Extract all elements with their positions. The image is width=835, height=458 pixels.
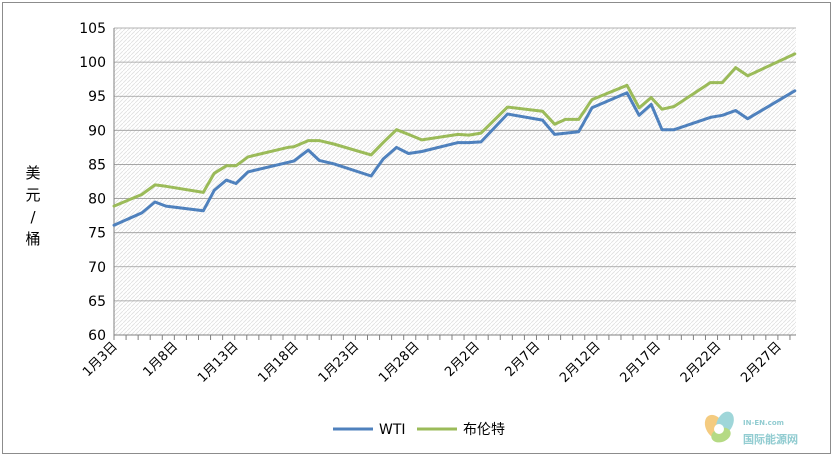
axes xyxy=(113,28,796,340)
y-tick-label: 60 xyxy=(88,328,106,344)
x-tick-labels: 1月3日 1月8日 1月13日 1月18日 1月23日 1月28日 2月2日 2月7日 2月12… xyxy=(80,339,785,386)
leaf-logo-icon xyxy=(704,411,734,443)
line-chart: 60 65 70 75 80 85 90 95 100 105 1月3日 1月8日 1月13日 1月18… xyxy=(25,21,798,446)
y-axis-label: 美元/桶 xyxy=(25,164,40,248)
x-tick-label: 1月28日 xyxy=(376,339,423,386)
y-tick-label: 105 xyxy=(79,21,106,37)
x-tick-label: 2月12日 xyxy=(557,339,604,386)
x-tick-label: 2月27日 xyxy=(738,339,785,386)
watermark-domain: IN-EN.com xyxy=(743,419,784,427)
legend-label-wti: WTI xyxy=(379,422,406,438)
y-tick-label: 95 xyxy=(88,89,106,105)
series-line-wti xyxy=(112,89,797,227)
legend: WTI 布伦特 xyxy=(333,422,505,438)
plot-area xyxy=(114,28,796,335)
watermark-logo: IN-EN.com 国际能源网 xyxy=(704,411,798,446)
series-line-brent xyxy=(112,52,797,208)
y-tick-label: 90 xyxy=(88,123,106,139)
x-tick-label: 1月3日 xyxy=(80,339,121,380)
x-tick-label: 1月13日 xyxy=(195,339,242,386)
x-tick-label: 2月7日 xyxy=(503,339,544,380)
y-tick-label: 75 xyxy=(88,226,106,242)
x-tick-label: 2月2日 xyxy=(442,339,483,380)
x-tick-label: 1月8日 xyxy=(140,339,181,380)
x-tick-label: 2月17日 xyxy=(617,339,664,386)
chart-frame: 60 65 70 75 80 85 90 95 100 105 1月3日 1月8日 1月13日 1月18… xyxy=(2,2,831,454)
series-lines xyxy=(112,52,797,227)
y-tick-label: 70 xyxy=(88,260,106,276)
x-tick-label: 1月23日 xyxy=(316,339,363,386)
x-tick-label: 1月18日 xyxy=(255,339,302,386)
y-tick-labels: 60 65 70 75 80 85 90 95 100 105 xyxy=(79,21,106,344)
legend-label-brent: 布伦特 xyxy=(463,422,505,438)
watermark-name: 国际能源网 xyxy=(743,432,798,446)
y-tick-label: 80 xyxy=(88,192,106,208)
x-tick-label: 2月22日 xyxy=(678,339,725,386)
y-tick-label: 100 xyxy=(79,55,106,71)
y-tick-label: 85 xyxy=(88,157,106,173)
y-tick-label: 65 xyxy=(88,294,106,310)
